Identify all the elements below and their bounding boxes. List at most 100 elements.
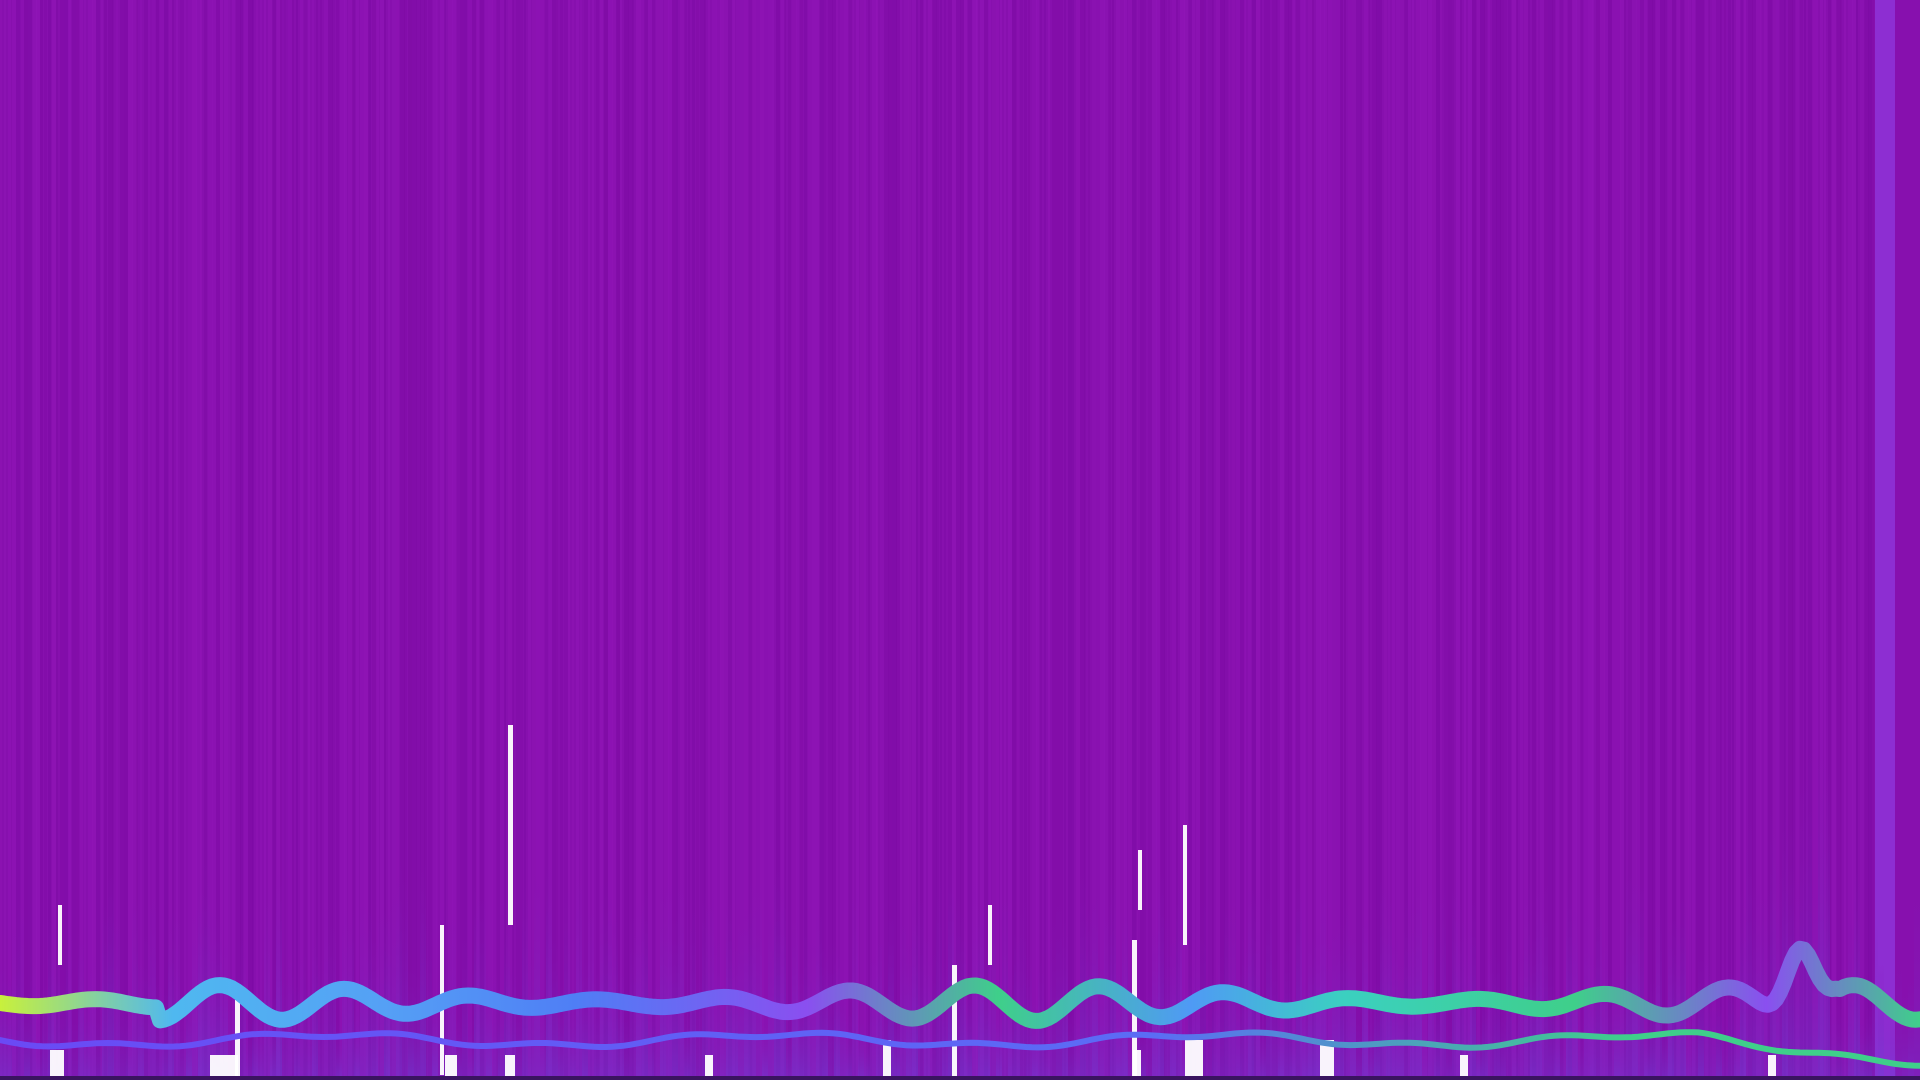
- stripe: [1320, 0, 1325, 1080]
- stripe: [460, 0, 464, 1080]
- haze-bar: [786, 996, 792, 1080]
- stripe: [632, 0, 634, 1080]
- stripe: [1640, 0, 1644, 1080]
- stripe: [1244, 0, 1246, 1080]
- haze-bar: [1014, 916, 1020, 1080]
- stripe: [960, 0, 964, 1080]
- peak-bar: [445, 1055, 457, 1080]
- stripe: [940, 0, 942, 1080]
- stripe: [404, 0, 407, 1080]
- stripe: [164, 0, 169, 1080]
- stripe: [1700, 0, 1705, 1080]
- stripe: [1056, 0, 1060, 1080]
- stripe: [256, 0, 258, 1080]
- stripe: [1084, 0, 1086, 1080]
- haze-bar: [1614, 967, 1620, 1080]
- haze-bar: [1596, 873, 1602, 1080]
- stripe: [788, 0, 791, 1080]
- stripe: [1516, 0, 1518, 1080]
- haze-bar: [480, 873, 486, 1080]
- haze-bar: [1152, 910, 1158, 1080]
- stripe: [480, 0, 485, 1080]
- stripe: [1528, 0, 1530, 1080]
- stripe: [1420, 0, 1424, 1080]
- haze-bar: [1854, 850, 1860, 1080]
- stripe: [160, 0, 164, 1080]
- stripe: [180, 0, 184, 1080]
- haze-bar: [1608, 959, 1614, 1080]
- stripe: [1548, 0, 1553, 1080]
- stripe: [24, 0, 28, 1080]
- stripe: [1104, 0, 1109, 1080]
- stripe: [1580, 0, 1583, 1080]
- haze-bar: [984, 938, 990, 1080]
- stripe: [1588, 0, 1593, 1080]
- stripe: [944, 0, 946, 1080]
- stripe: [204, 0, 207, 1080]
- stripe: [1036, 0, 1039, 1080]
- stripe: [840, 0, 844, 1080]
- stripe: [1356, 0, 1360, 1080]
- stripe: [20, 0, 24, 1080]
- stripe: [360, 0, 364, 1080]
- haze-bar: [150, 868, 156, 1080]
- haze-bar: [336, 1017, 342, 1080]
- stripe: [1616, 0, 1621, 1080]
- stripe: [36, 0, 40, 1080]
- stripe: [692, 0, 695, 1080]
- stripe: [992, 0, 996, 1080]
- stripe: [616, 0, 620, 1080]
- stripe: [416, 0, 421, 1080]
- haze-bar: [1440, 855, 1446, 1080]
- stripe: [1676, 0, 1681, 1080]
- stripe: [1560, 0, 1563, 1080]
- haze-bar: [1884, 1002, 1890, 1080]
- stripe: [1500, 0, 1504, 1080]
- stripe: [1712, 0, 1716, 1080]
- haze-bar: [708, 863, 714, 1080]
- haze-bar: [1218, 936, 1224, 1080]
- haze-bar: [594, 962, 600, 1080]
- stripe: [380, 0, 384, 1080]
- stripe: [1592, 0, 1594, 1080]
- haze-bar: [1914, 864, 1920, 1080]
- haze-bar: [1080, 856, 1086, 1080]
- stripe: [1080, 0, 1085, 1080]
- stripe: [948, 0, 952, 1080]
- haze-bar: [1842, 1004, 1848, 1080]
- haze-bar: [1320, 860, 1326, 1080]
- stripe: [1328, 0, 1332, 1080]
- stripe: [924, 0, 926, 1080]
- peak-bar: [235, 1000, 240, 1080]
- stripe: [608, 0, 613, 1080]
- stripe: [100, 0, 103, 1080]
- haze-bar: [1116, 958, 1122, 1080]
- haze-bar: [588, 876, 594, 1080]
- stripe: [1416, 0, 1421, 1080]
- stripe: [1168, 0, 1170, 1080]
- stripe: [652, 0, 655, 1080]
- peak-bar: [50, 1050, 64, 1080]
- haze-bar: [306, 972, 312, 1080]
- stripe: [268, 0, 273, 1080]
- haze-bar: [702, 872, 708, 1080]
- stripe: [1256, 0, 1261, 1080]
- stripe: [1408, 0, 1411, 1080]
- haze-bar: [174, 881, 180, 1080]
- haze-bar: [792, 901, 798, 1080]
- stripe: [852, 0, 854, 1080]
- stripe: [356, 0, 359, 1080]
- stripe: [1064, 0, 1066, 1080]
- stripe: [520, 0, 523, 1080]
- stripe: [1004, 0, 1006, 1080]
- haze-bar: [486, 961, 492, 1080]
- stripe: [908, 0, 911, 1080]
- haze-bar: [1890, 1005, 1896, 1080]
- stripe: [1108, 0, 1111, 1080]
- stripe: [196, 0, 201, 1080]
- stripe: [856, 0, 859, 1080]
- haze-bar: [1656, 891, 1662, 1080]
- stripe: [1552, 0, 1555, 1080]
- haze-bar: [822, 938, 828, 1080]
- stripe: [1092, 0, 1096, 1080]
